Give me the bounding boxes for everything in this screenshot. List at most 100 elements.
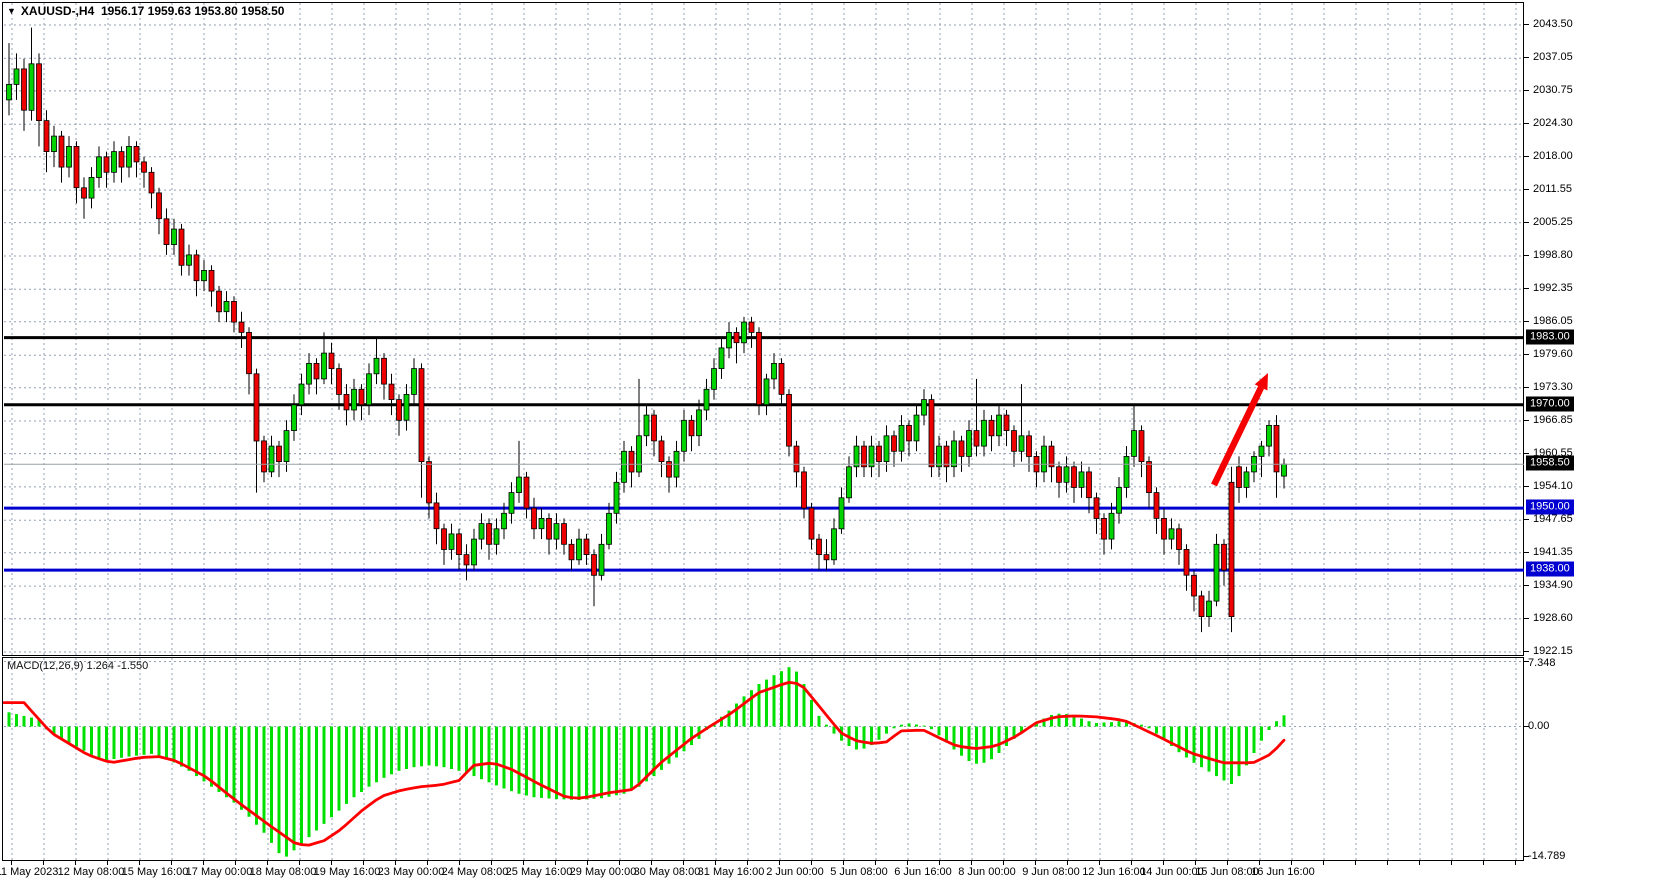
macd-axis-tick <box>1524 856 1529 858</box>
price-axis-tick <box>1524 485 1529 487</box>
macd-main-value: 1.264 <box>86 660 115 672</box>
price-axis-tick <box>1524 651 1529 652</box>
time-axis-tick <box>1291 861 1292 865</box>
price-axis-tick <box>1524 420 1529 421</box>
macd-signal-value: -1.550 <box>117 660 149 672</box>
time-axis-tick <box>235 861 236 865</box>
price-axis-label: 1922.15 <box>1533 645 1573 657</box>
price-axis-tick <box>1524 221 1529 223</box>
time-axis-tick <box>491 861 492 865</box>
price-axis-tick <box>1524 255 1529 256</box>
macd-indicator-panel[interactable] <box>2 657 1524 861</box>
price-axis-label: 2011.55 <box>1533 183 1572 196</box>
time-axis-tick <box>1515 861 1516 865</box>
price-axis-label: 1928.60 <box>1533 611 1573 624</box>
time-axis-label: 8 Jun 00:00 <box>958 866 1016 878</box>
time-axis-tick <box>1355 861 1356 865</box>
macd-grid <box>4 658 1524 860</box>
price-chart-panel[interactable] <box>2 2 1524 656</box>
time-axis-label: 2 Jun 00:00 <box>766 866 824 878</box>
price-axis-label: 1979.60 <box>1533 348 1573 361</box>
time-axis-label: 29 May 00:00 <box>569 866 637 878</box>
time-axis-tick <box>971 861 972 865</box>
price-axis-label: 1992.35 <box>1533 282 1573 295</box>
price-axis-tick <box>1524 155 1529 157</box>
time-axis-tick <box>779 861 780 865</box>
time-axis-label: 12 May 08:00 <box>57 866 125 878</box>
price-axis-tick <box>1524 189 1529 191</box>
time-axis-tick <box>1099 861 1100 865</box>
price-axis-label: 2030.75 <box>1533 83 1573 96</box>
time-axis-label: 31 May 16:00 <box>697 866 765 878</box>
macd-axis-tick <box>1524 660 1529 662</box>
time-axis-tick <box>267 861 268 865</box>
price-axis-label: 1954.10 <box>1533 479 1573 492</box>
price-badge-1983.00: 1983.00 <box>1526 329 1574 345</box>
price-axis-tick <box>1524 89 1529 91</box>
time-axis-label: 25 May 16:00 <box>505 866 573 878</box>
time-axis-tick <box>587 861 588 865</box>
macd-chart-canvas[interactable] <box>3 658 1525 860</box>
time-axis-label: 15 Jun 08:00 <box>1195 866 1259 878</box>
price-axis-label: 2024.30 <box>1533 117 1573 130</box>
macd-axis-tick <box>1524 725 1529 727</box>
trend-arrow[interactable] <box>1211 373 1268 487</box>
time-axis-tick <box>1163 861 1164 865</box>
price-axis-label: 1947.65 <box>1533 513 1573 526</box>
price-axis-tick <box>1524 24 1529 25</box>
time-axis-tick <box>907 861 908 865</box>
time-axis-tick <box>715 861 716 865</box>
symbol-dropdown-icon[interactable]: ▼ <box>7 6 16 16</box>
time-axis-tick <box>171 861 172 865</box>
price-axis-label: 2005.25 <box>1533 215 1573 228</box>
price-axis-label: 1966.85 <box>1533 414 1573 426</box>
time-axis-tick <box>1387 861 1388 865</box>
time-axis-tick <box>843 861 844 865</box>
time-axis-tick <box>939 861 940 865</box>
chart-title: ▼ XAUUSD-,H4 1956.17 1959.63 1953.80 1958… <box>7 4 284 18</box>
price-axis-tick <box>1524 320 1529 322</box>
time-axis-tick <box>427 861 428 865</box>
time-axis-label: 12 Jun 16:00 <box>1082 866 1146 878</box>
price-badge-1938.00: 1938.00 <box>1526 561 1574 577</box>
price-badge-1958.50: 1958.50 <box>1526 455 1574 471</box>
price-grid <box>4 3 1524 655</box>
time-axis-tick <box>107 861 108 865</box>
time-axis-tick <box>395 861 396 865</box>
time-axis-label: 23 May 00:00 <box>377 866 445 878</box>
price-axis-tick <box>1524 617 1529 619</box>
time-axis-tick <box>1003 861 1004 865</box>
macd-histogram <box>7 667 1286 857</box>
price-axis-label: 2043.50 <box>1533 18 1573 30</box>
time-axis-tick <box>139 861 140 865</box>
price-axis-label: 2037.05 <box>1533 51 1573 64</box>
time-axis-label: 14 Jun 00:00 <box>1140 866 1204 878</box>
ohlc-values: 1956.17 1959.63 1953.80 1958.50 <box>100 4 285 18</box>
time-axis-tick <box>1323 861 1324 865</box>
time-axis-label: 16 Jun 16:00 <box>1251 866 1315 878</box>
time-axis-label: 18 May 08:00 <box>249 866 317 878</box>
time-axis-tick <box>1035 861 1036 865</box>
time-axis-tick <box>555 861 556 865</box>
time-axis-label: 5 Jun 08:00 <box>830 866 888 878</box>
time-axis-tick <box>811 861 812 865</box>
time-axis-tick <box>1451 861 1452 865</box>
time-axis-tick <box>11 861 12 865</box>
price-axis-label: 1941.35 <box>1533 545 1573 558</box>
time-axis-tick <box>299 861 300 865</box>
time-axis-label: 30 May 08:00 <box>633 866 701 878</box>
macd-label: MACD(12,26,9) 1.264 -1.550 <box>7 660 148 672</box>
time-axis-tick <box>1227 861 1228 865</box>
price-axis-tick <box>1524 519 1529 521</box>
time-axis-tick <box>523 861 524 865</box>
price-axis-tick <box>1524 354 1529 356</box>
price-axis-tick <box>1524 585 1529 587</box>
price-axis-tick <box>1524 57 1529 59</box>
price-badge-1950.00: 1950.00 <box>1526 499 1574 515</box>
price-axis-label: 1998.80 <box>1533 249 1573 261</box>
price-axis-label: 1934.90 <box>1533 579 1573 592</box>
price-chart-canvas[interactable] <box>3 3 1525 655</box>
time-axis-label: 6 Jun 16:00 <box>894 866 952 878</box>
time-axis-tick <box>1195 861 1196 865</box>
